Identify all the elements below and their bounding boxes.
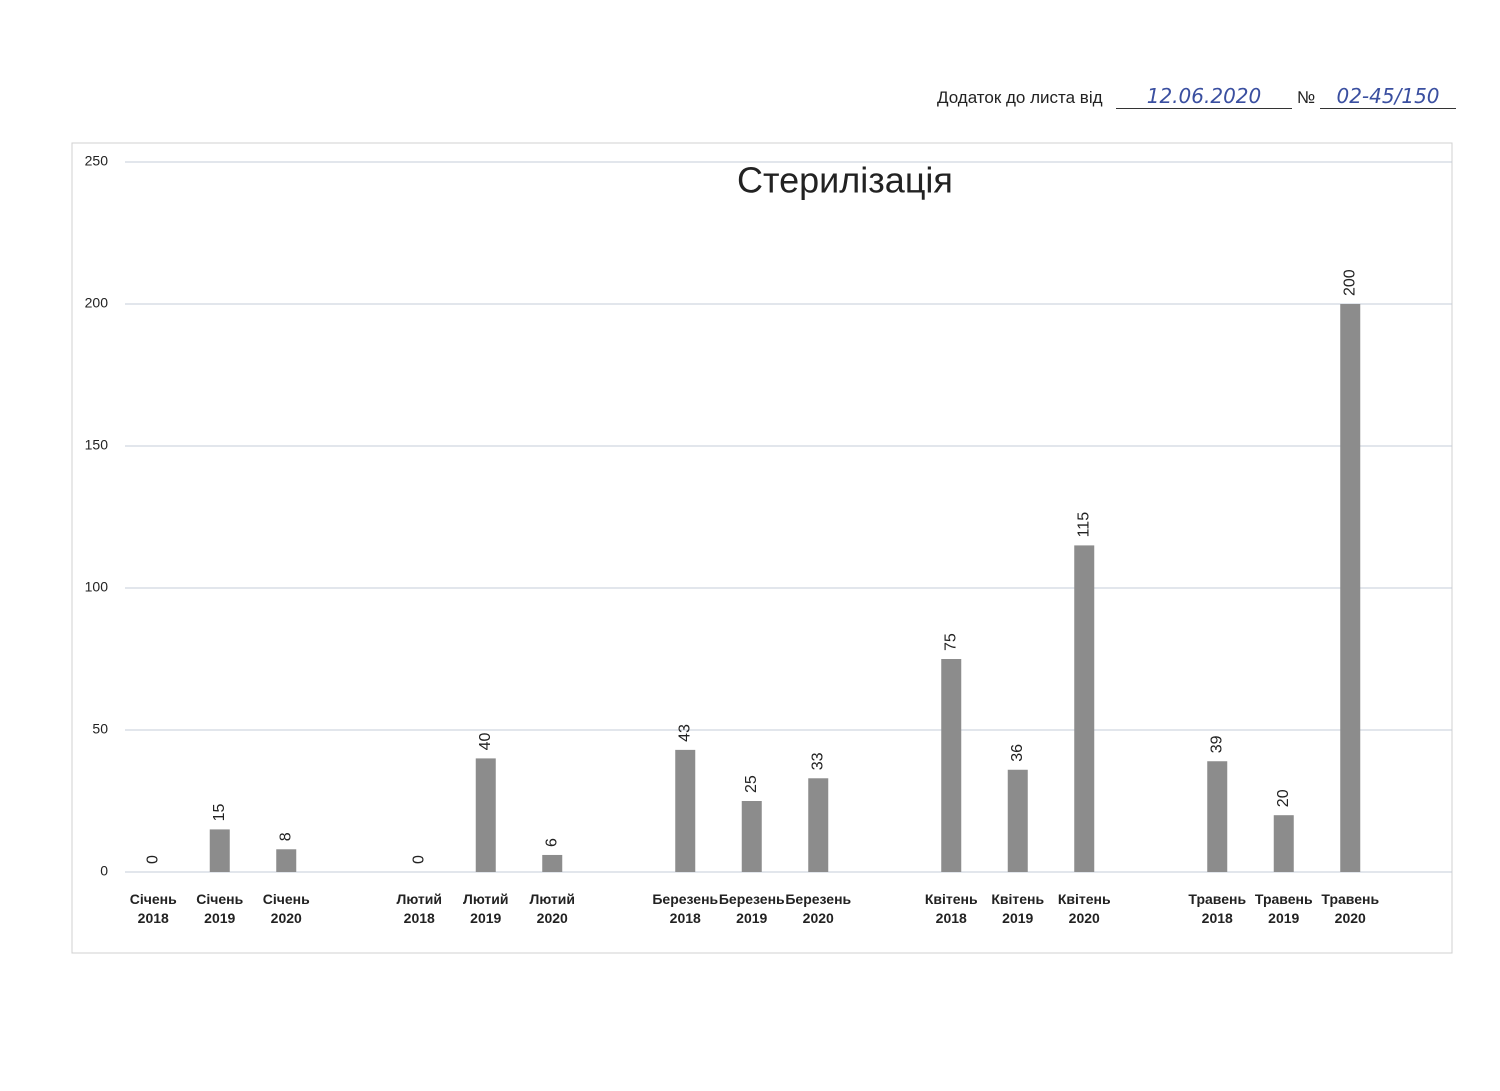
data-label: 33 [809,752,826,770]
data-label: 39 [1208,735,1225,753]
data-label: 200 [1341,269,1358,296]
chart-title: Стерилізація [737,160,953,201]
data-label: 15 [211,804,228,822]
data-label: 8 [277,832,294,841]
y-tick-label: 0 [100,863,108,879]
data-label: 40 [477,733,494,751]
bar [741,801,762,872]
data-label: 115 [1075,512,1092,538]
x-tick-label: Січень 2019 [196,891,244,926]
x-tick-label: Травень 2018 [1188,891,1247,926]
x-tick-label: Березень 2018 [652,891,719,926]
y-tick-label: 250 [85,153,109,169]
header-text: Додаток до листа від [937,88,1103,107]
bar [941,659,962,872]
bar [542,854,563,872]
data-label: 25 [743,775,760,793]
y-tick-label: 150 [85,437,109,453]
header-number-sign: № [1297,88,1316,107]
x-tick-label: Січень 2018 [129,891,177,926]
x-tick-label: Лютий 2019 [463,891,509,926]
bar [1074,545,1095,872]
y-tick-label: 100 [85,579,109,595]
y-tick-label: 200 [85,295,109,311]
x-tick-label: Квітень 2019 [991,891,1045,926]
y-tick-label: 50 [92,721,108,737]
data-label: 36 [1009,744,1026,762]
x-tick-label: Травень 2020 [1321,891,1380,926]
bar [209,829,230,872]
bar [1007,769,1028,872]
data-label: 6 [543,838,560,847]
data-label: 75 [942,633,959,651]
chart-frame [71,142,1453,954]
bar [1273,815,1294,872]
data-label: 43 [676,724,693,742]
x-tick-label: Травень 2019 [1254,891,1313,926]
x-tick-label: Лютий 2020 [529,891,576,926]
header-date: 12.06.2020 [1116,84,1292,109]
x-tick-label: Квітень 2018 [924,891,978,926]
bar [1207,761,1228,872]
data-label: 0 [144,855,161,864]
x-tick-label: Лютий 2018 [396,891,443,926]
bar [475,758,496,872]
x-tick-label: Березень 2019 [718,891,785,926]
bar [675,749,696,872]
x-tick-label: Січень 2020 [262,891,310,926]
data-label: 20 [1275,789,1292,807]
x-tick-label: Квітень 2020 [1057,891,1111,926]
header-number: 02-45/150 [1320,84,1456,109]
bar [276,849,297,872]
x-tick-label: Березень 2020 [785,891,852,926]
data-label: 0 [410,855,427,864]
bar [808,778,829,872]
bar [1340,304,1361,872]
